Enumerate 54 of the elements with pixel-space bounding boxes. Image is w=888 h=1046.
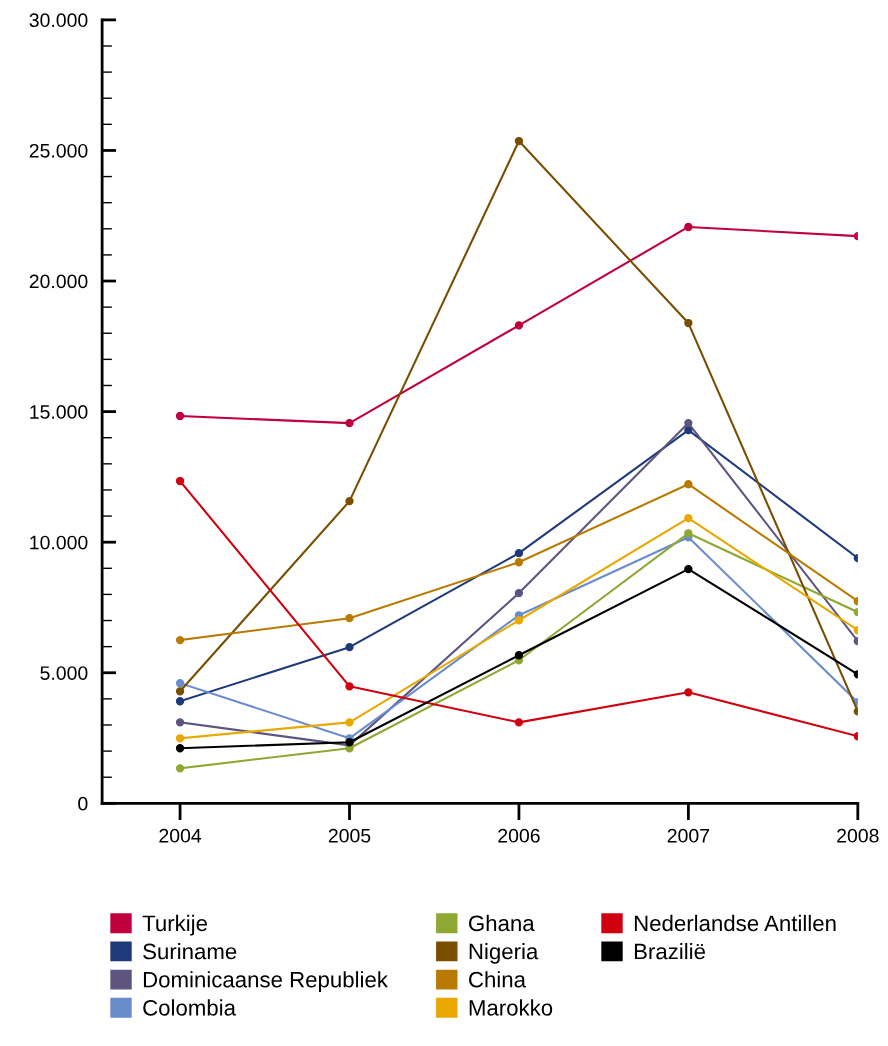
point	[684, 513, 693, 523]
point	[175, 764, 185, 773]
point	[175, 744, 185, 753]
point	[684, 318, 693, 328]
point	[345, 614, 354, 623]
point	[175, 679, 185, 688]
point	[514, 558, 524, 567]
point	[514, 321, 524, 330]
legend-label: Nigeria	[469, 943, 539, 964]
point	[175, 476, 185, 486]
point	[345, 642, 354, 652]
y-tick-label: 15.000	[30, 405, 88, 419]
point	[175, 635, 185, 645]
point	[514, 616, 524, 625]
legend-label: Brazilië	[634, 943, 705, 960]
x-tick-label: 2006	[498, 828, 540, 843]
y-tick-label: 10.000	[30, 535, 88, 550]
legend-label: Colombia	[143, 999, 236, 1016]
y-tick-label: 5.000	[40, 666, 88, 680]
point	[345, 418, 354, 428]
point	[514, 588, 524, 598]
point	[175, 697, 185, 706]
legend-label: Dominicaanse Republiek	[143, 971, 388, 992]
point	[175, 687, 185, 696]
point	[175, 734, 185, 743]
legend-label: Turkije	[142, 914, 207, 936]
x-tick-label: 2007	[667, 828, 710, 843]
point	[345, 682, 354, 691]
legend-label: Marokko	[469, 999, 553, 1016]
point	[684, 480, 693, 489]
point	[345, 497, 354, 506]
point	[514, 651, 524, 660]
y-tick-label: 0	[78, 796, 88, 811]
point	[514, 718, 524, 727]
x-tick-label: 2008	[837, 828, 879, 843]
x-tick-label: 2005	[328, 828, 371, 843]
point	[514, 136, 524, 146]
point	[175, 718, 185, 727]
point	[684, 564, 693, 574]
legend-label: Ghana	[469, 914, 535, 932]
x-tick-label: 2004	[159, 828, 202, 843]
legend-label: Suriname	[143, 943, 237, 960]
legend-label: China	[469, 971, 526, 988]
point	[684, 688, 693, 697]
point	[684, 222, 693, 232]
legend-label: Nederlandse Antillen	[634, 914, 836, 932]
point	[514, 548, 524, 558]
y-tick-label: 30.000	[29, 13, 88, 28]
point	[684, 418, 693, 428]
point	[684, 529, 693, 538]
point	[345, 718, 354, 727]
y-tick-label: 20.000	[29, 274, 88, 289]
point	[175, 411, 185, 421]
y-tick-label: 25.000	[29, 143, 88, 158]
